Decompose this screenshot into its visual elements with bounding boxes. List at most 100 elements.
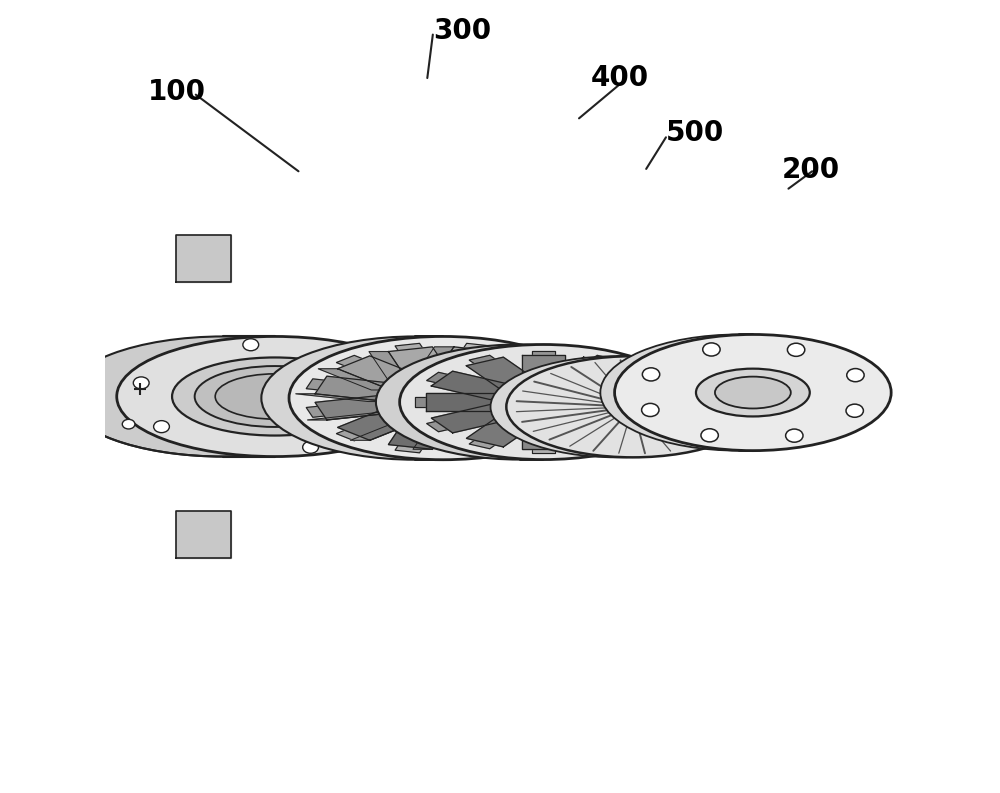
- Polygon shape: [395, 412, 445, 453]
- Polygon shape: [552, 355, 618, 391]
- Ellipse shape: [400, 344, 687, 460]
- Polygon shape: [592, 393, 661, 411]
- Polygon shape: [338, 406, 423, 440]
- Polygon shape: [350, 419, 423, 440]
- Ellipse shape: [397, 373, 413, 385]
- Ellipse shape: [600, 335, 877, 450]
- Polygon shape: [469, 413, 535, 449]
- Ellipse shape: [696, 369, 810, 416]
- Polygon shape: [469, 355, 535, 391]
- Polygon shape: [532, 351, 555, 387]
- Ellipse shape: [847, 369, 864, 381]
- Ellipse shape: [404, 382, 483, 414]
- Ellipse shape: [508, 388, 579, 416]
- Text: 200: 200: [782, 155, 840, 184]
- Polygon shape: [388, 416, 452, 450]
- Ellipse shape: [846, 404, 863, 417]
- Polygon shape: [336, 406, 424, 441]
- Ellipse shape: [642, 404, 659, 416]
- Polygon shape: [581, 397, 671, 407]
- Polygon shape: [315, 376, 399, 401]
- Polygon shape: [427, 373, 517, 399]
- Polygon shape: [369, 351, 408, 381]
- Polygon shape: [549, 357, 621, 389]
- Polygon shape: [176, 235, 231, 282]
- Polygon shape: [395, 343, 445, 384]
- Ellipse shape: [122, 419, 135, 429]
- Polygon shape: [176, 511, 231, 558]
- Polygon shape: [338, 356, 423, 390]
- Text: 300: 300: [433, 17, 491, 44]
- Polygon shape: [575, 404, 656, 433]
- Text: 500: 500: [666, 120, 724, 147]
- Ellipse shape: [615, 335, 891, 450]
- Polygon shape: [308, 412, 399, 420]
- Ellipse shape: [289, 336, 597, 460]
- Polygon shape: [575, 371, 656, 400]
- Ellipse shape: [701, 429, 718, 442]
- Polygon shape: [462, 355, 550, 390]
- Polygon shape: [434, 347, 498, 381]
- Ellipse shape: [195, 366, 355, 427]
- Polygon shape: [459, 416, 498, 445]
- Polygon shape: [487, 376, 571, 401]
- Polygon shape: [570, 405, 660, 431]
- Polygon shape: [522, 422, 565, 449]
- Polygon shape: [415, 397, 506, 407]
- Polygon shape: [434, 416, 498, 450]
- Polygon shape: [467, 376, 559, 384]
- Polygon shape: [441, 343, 491, 384]
- Ellipse shape: [703, 343, 720, 356]
- Polygon shape: [549, 415, 621, 447]
- Polygon shape: [478, 397, 580, 417]
- Polygon shape: [315, 395, 399, 420]
- Polygon shape: [466, 415, 538, 447]
- Ellipse shape: [261, 336, 570, 460]
- Polygon shape: [296, 394, 388, 401]
- Ellipse shape: [609, 397, 656, 416]
- Polygon shape: [466, 357, 538, 389]
- Ellipse shape: [215, 374, 334, 419]
- Ellipse shape: [787, 343, 805, 356]
- Polygon shape: [431, 404, 512, 433]
- Ellipse shape: [715, 377, 791, 408]
- Ellipse shape: [397, 408, 413, 420]
- Ellipse shape: [117, 336, 433, 457]
- Polygon shape: [441, 412, 491, 453]
- Polygon shape: [462, 406, 550, 441]
- Ellipse shape: [786, 429, 803, 442]
- Ellipse shape: [154, 420, 169, 433]
- Polygon shape: [306, 379, 408, 399]
- Ellipse shape: [133, 377, 149, 389]
- Polygon shape: [426, 393, 495, 411]
- Polygon shape: [476, 406, 549, 427]
- Polygon shape: [415, 347, 454, 376]
- Ellipse shape: [243, 339, 259, 351]
- Polygon shape: [306, 397, 408, 417]
- Ellipse shape: [491, 356, 743, 458]
- Polygon shape: [431, 371, 512, 400]
- Polygon shape: [413, 420, 452, 450]
- Polygon shape: [532, 417, 555, 454]
- Polygon shape: [570, 373, 660, 399]
- Polygon shape: [487, 395, 571, 420]
- Text: 400: 400: [591, 64, 649, 92]
- Ellipse shape: [65, 336, 381, 457]
- Polygon shape: [479, 395, 571, 402]
- Polygon shape: [463, 406, 549, 440]
- Polygon shape: [444, 356, 516, 377]
- Polygon shape: [552, 413, 618, 449]
- Ellipse shape: [376, 344, 664, 460]
- Polygon shape: [463, 356, 549, 390]
- Ellipse shape: [506, 356, 759, 458]
- Polygon shape: [427, 405, 517, 431]
- Polygon shape: [336, 355, 424, 390]
- Polygon shape: [522, 355, 565, 382]
- Polygon shape: [318, 369, 391, 390]
- Ellipse shape: [303, 441, 318, 454]
- Ellipse shape: [642, 368, 660, 381]
- Polygon shape: [478, 379, 580, 399]
- Ellipse shape: [172, 358, 378, 435]
- Polygon shape: [388, 347, 452, 381]
- Text: 100: 100: [148, 79, 206, 106]
